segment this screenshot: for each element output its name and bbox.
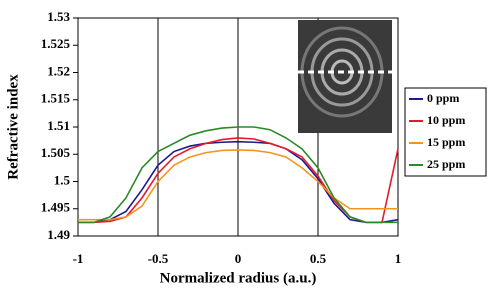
y-tick-label: 1.505 <box>41 145 71 160</box>
x-tick-label: 0.5 <box>310 251 327 266</box>
y-tick-label: 1.525 <box>41 36 71 51</box>
x-tick-label: -1 <box>73 251 84 266</box>
x-axis-title: Normalized radius (a.u.) <box>160 270 317 286</box>
legend-label: 15 ppm <box>427 135 465 149</box>
y-tick-label: 1.49 <box>47 227 70 242</box>
legend-label: 10 ppm <box>427 113 465 127</box>
y-tick-label: 1.53 <box>47 9 70 24</box>
x-tick-label: 0 <box>235 251 242 266</box>
y-tick-label: 1.515 <box>41 91 71 106</box>
y-tick-label: 1.51 <box>47 118 70 133</box>
legend-label: 25 ppm <box>427 157 465 171</box>
chart: Normalized radius (a.u.) Refractive inde… <box>0 0 487 289</box>
y-tick-label: 1.5 <box>54 172 71 187</box>
inset-image <box>298 20 392 133</box>
legend-label: 0 ppm <box>427 91 459 105</box>
y-tick-label: 1.495 <box>41 200 71 215</box>
x-tick-label: -0.5 <box>148 251 169 266</box>
x-tick-label: 1 <box>395 251 402 266</box>
y-tick-label: 1.52 <box>47 63 70 78</box>
y-axis-title: Refractive index <box>5 74 21 180</box>
